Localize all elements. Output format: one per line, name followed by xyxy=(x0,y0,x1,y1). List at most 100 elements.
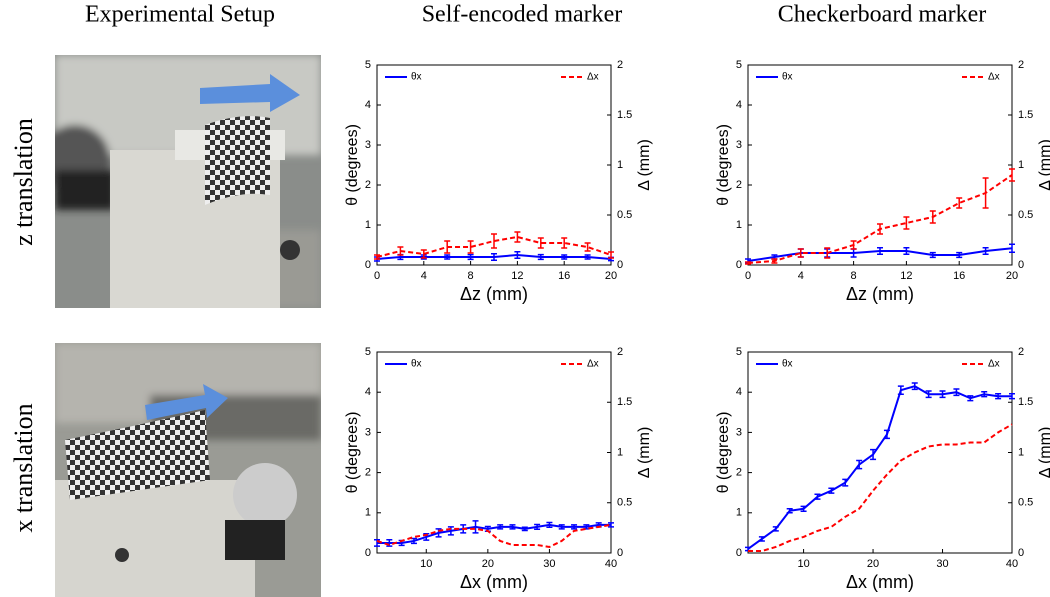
error-bar xyxy=(537,237,544,249)
y-tick-label: 5 xyxy=(736,346,742,358)
y2-tick-label: 1 xyxy=(617,159,623,171)
legend-label: Δx xyxy=(988,359,1000,370)
y2-tick-label: 1.5 xyxy=(617,396,632,408)
error-bar xyxy=(1009,243,1015,253)
error-bar xyxy=(514,251,521,259)
error-bar xyxy=(982,177,989,209)
y-tick-label: 5 xyxy=(365,59,371,71)
x-tick-label: 10 xyxy=(797,558,809,570)
error-bar xyxy=(982,247,989,255)
plot-frame xyxy=(376,351,612,554)
error-bar xyxy=(800,505,807,512)
y2-tick-label: 0.5 xyxy=(1018,497,1033,509)
x-tick-label: 40 xyxy=(1006,558,1018,570)
y2-tick-label: 2 xyxy=(617,346,623,358)
error-bar xyxy=(561,254,568,260)
error-bar xyxy=(870,448,877,461)
x-tick-label: 8 xyxy=(851,270,857,282)
error-bar xyxy=(608,522,614,528)
error-bar xyxy=(877,223,883,235)
x-tick-label: 16 xyxy=(953,270,965,282)
x-tick-label: 4 xyxy=(421,270,427,282)
y-tick-label: 4 xyxy=(736,386,742,398)
error-bar xyxy=(514,231,521,243)
error-bar xyxy=(546,521,553,529)
error-bar xyxy=(772,526,779,532)
x-tick-label: 8 xyxy=(468,270,474,282)
y2-axis-label: Δ (mm) xyxy=(636,139,653,191)
legend-label: Δx xyxy=(587,359,599,370)
error-bar xyxy=(571,524,578,530)
y-tick-label: 3 xyxy=(365,139,371,151)
legend-label: θx xyxy=(411,359,422,370)
y2-tick-label: 1 xyxy=(1018,159,1024,171)
y2-tick-label: 0 xyxy=(617,259,623,271)
y-tick-label: 1 xyxy=(736,219,742,231)
y-tick-label: 0 xyxy=(736,547,742,559)
y2-tick-label: 1.5 xyxy=(1018,396,1033,408)
error-bar xyxy=(953,388,960,397)
x-tick-label: 30 xyxy=(936,558,948,570)
y2-axis-label: Δ (mm) xyxy=(1037,427,1050,479)
y-tick-label: 4 xyxy=(736,99,742,111)
y-tick-label: 3 xyxy=(736,426,742,438)
error-bar xyxy=(877,247,883,255)
error-bar xyxy=(903,216,910,230)
error-bar xyxy=(842,478,849,487)
y-tick-label: 5 xyxy=(736,59,742,71)
y-tick-label: 3 xyxy=(365,426,371,438)
photo xyxy=(55,343,321,597)
series-line xyxy=(377,523,611,544)
error-bar xyxy=(929,251,936,259)
y2-tick-label: 0.5 xyxy=(1018,209,1033,221)
row-label: z translation xyxy=(9,118,38,246)
column-header: Self-encoded marker xyxy=(422,2,623,28)
x-tick-label: 20 xyxy=(605,270,617,282)
y-tick-label: 4 xyxy=(365,386,371,398)
error-bar xyxy=(967,395,974,402)
x-axis-label: Δz (mm) xyxy=(846,284,914,304)
y-tick-label: 2 xyxy=(365,179,371,191)
error-bar xyxy=(797,248,804,258)
error-bar xyxy=(850,240,857,250)
plot-frame xyxy=(747,351,1013,554)
column-header: Experimental Setup xyxy=(85,2,275,28)
column-header: Checkerboard marker xyxy=(778,2,987,28)
y2-tick-label: 0 xyxy=(1018,259,1024,271)
y2-tick-label: 1.5 xyxy=(617,109,632,121)
x-tick-label: 4 xyxy=(798,270,804,282)
x-tick-label: 30 xyxy=(543,558,555,570)
error-bar xyxy=(903,247,910,255)
y-tick-label: 0 xyxy=(365,259,371,271)
y-tick-label: 0 xyxy=(736,259,742,271)
y-axis-label: θ (degrees) xyxy=(344,412,361,494)
error-bar xyxy=(497,524,504,530)
y-tick-label: 2 xyxy=(365,467,371,479)
error-bar xyxy=(856,459,863,470)
photo xyxy=(55,55,321,308)
y2-tick-label: 0 xyxy=(1018,547,1024,559)
y-tick-label: 0 xyxy=(365,547,371,559)
x-tick-label: 0 xyxy=(745,270,751,282)
error-bar xyxy=(374,538,380,547)
x-tick-label: 0 xyxy=(374,270,380,282)
series-line xyxy=(376,523,612,549)
x-tick-label: 10 xyxy=(420,558,432,570)
y2-axis-label: Δ (mm) xyxy=(636,427,653,479)
y-tick-label: 3 xyxy=(736,139,742,151)
legend-label: θx xyxy=(782,72,793,83)
x-tick-label: 12 xyxy=(511,270,523,282)
error-bar xyxy=(745,261,751,265)
series-line xyxy=(747,385,1012,550)
y2-tick-label: 1 xyxy=(1018,446,1024,458)
error-bar xyxy=(472,520,479,534)
legend-label: Δx xyxy=(988,72,1000,83)
error-bar xyxy=(1009,393,1015,400)
error-bar xyxy=(758,536,765,542)
error-bar xyxy=(420,249,427,259)
error-bar xyxy=(444,240,451,254)
y2-tick-label: 1.5 xyxy=(1018,109,1033,121)
x-axis-label: Δz (mm) xyxy=(460,284,528,304)
